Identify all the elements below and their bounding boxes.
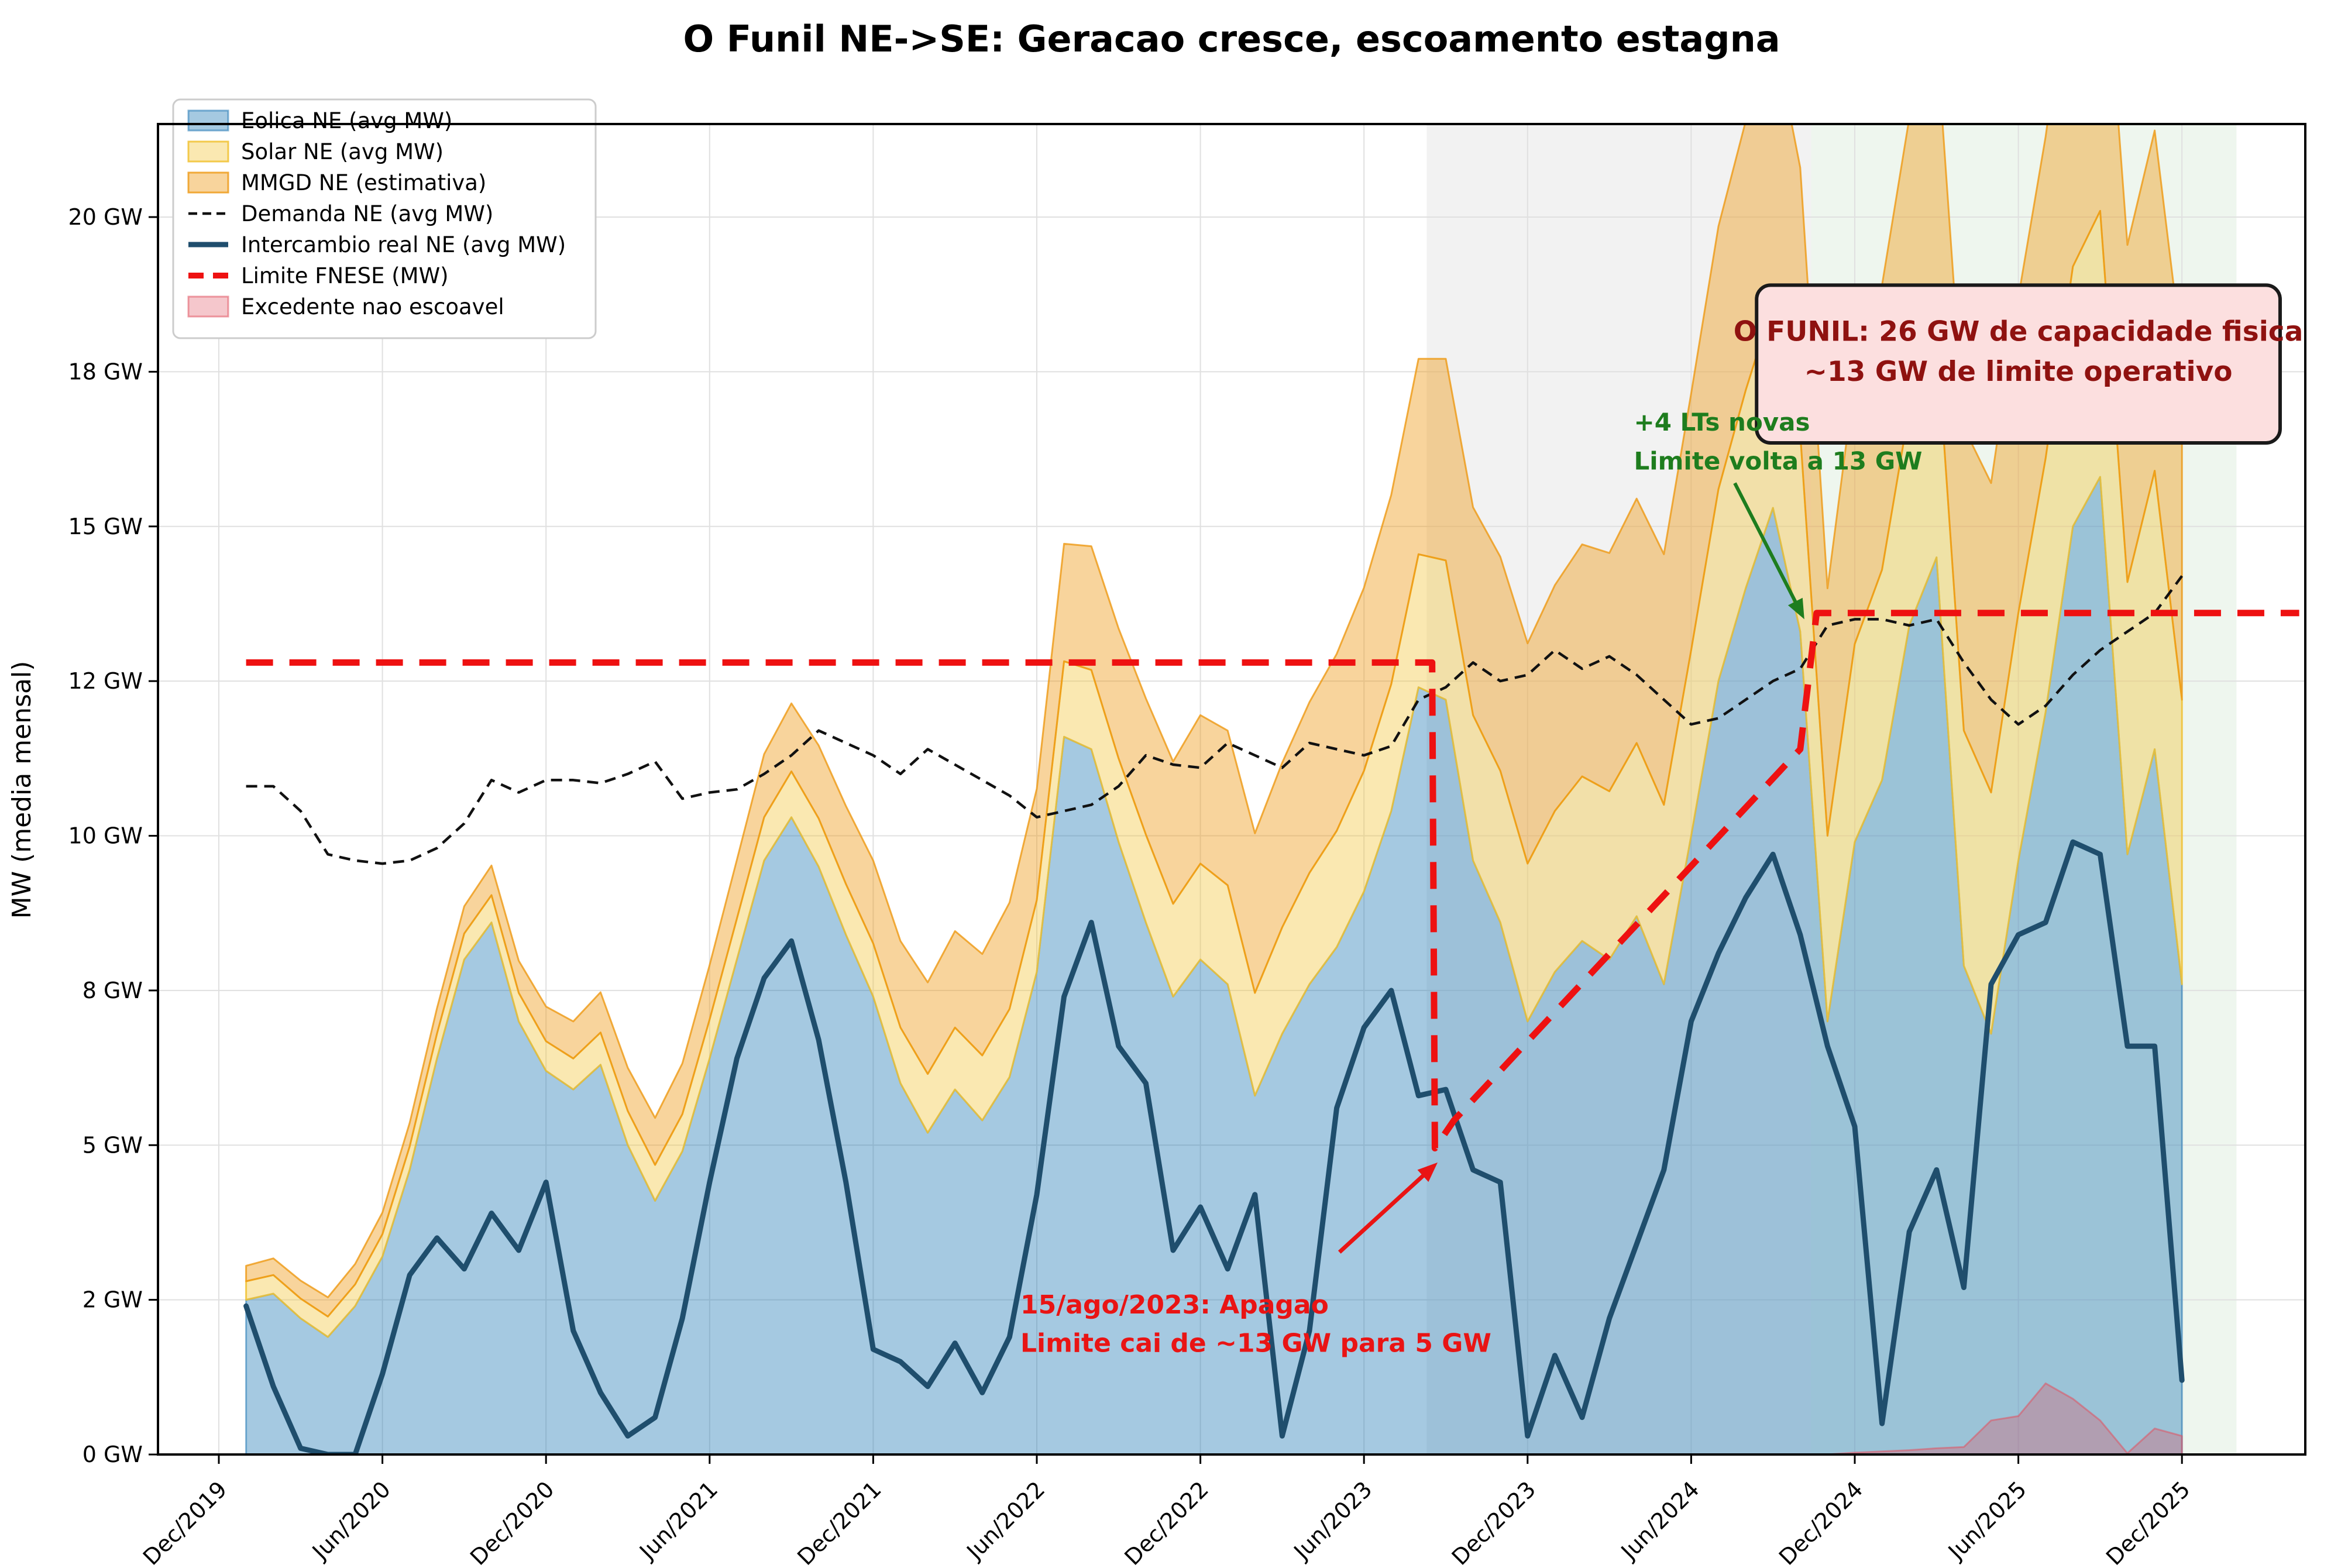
x-tick-label: Jun/2021 xyxy=(634,1476,723,1565)
annotation-funnel-line1: O FUNIL: 26 GW de capacidade fisica xyxy=(1734,316,2304,348)
x-tick-label: Jun/2024 xyxy=(1615,1476,1704,1565)
lts-arrow-shaft xyxy=(1733,482,1799,606)
x-tick-label: Dec/2024 xyxy=(1774,1476,1868,1568)
blackout-arrow-shaft xyxy=(1338,1172,1427,1254)
plot-area xyxy=(243,124,2299,1454)
legend-item: Solar NE (avg MW) xyxy=(187,139,444,164)
lts-arrow xyxy=(1733,482,1804,620)
legend-label: Eolica NE (avg MW) xyxy=(241,108,452,133)
legend-box xyxy=(172,98,597,339)
excedente-area xyxy=(245,1382,2183,1454)
y-tick-label: 18 GW xyxy=(68,359,143,384)
x-tick-label: Jun/2022 xyxy=(961,1476,1050,1565)
x-tick-label: Dec/2021 xyxy=(792,1476,886,1568)
demanda-line xyxy=(246,575,2184,865)
y-axis-label: MW (media mensal) xyxy=(7,661,37,919)
legend-label: Excedente nao escoavel xyxy=(241,294,504,319)
y-tick-label: 12 GW xyxy=(68,668,143,694)
legend-item: Excedente nao escoavel xyxy=(187,294,504,319)
legend-item: MMGD NE (estimativa) xyxy=(187,170,486,195)
limite-line xyxy=(246,610,2299,1151)
y-tick-label: 0 GW xyxy=(82,1442,143,1467)
legend-item: Demanda NE (avg MW) xyxy=(188,201,493,226)
ticks xyxy=(149,216,2183,1464)
legend-item: Intercambio real NE (avg MW) xyxy=(188,232,566,257)
funnel-annotation-box xyxy=(1755,283,2282,445)
legend-label: Demanda NE (avg MW) xyxy=(241,201,493,226)
chart-title: O Funil NE->SE: Geracao cresce, escoamen… xyxy=(683,18,1780,60)
intercambio-line xyxy=(243,839,2185,1454)
x-tick-label: Jun/2023 xyxy=(1288,1476,1377,1565)
y-tick-label: 15 GW xyxy=(68,514,143,539)
lts-arrow-head xyxy=(1787,597,1804,620)
y-tick-label: 20 GW xyxy=(68,204,143,230)
x-tick-label: Dec/2025 xyxy=(2101,1476,2195,1568)
axes-spines xyxy=(157,123,2306,1456)
y-tick-label: 2 GW xyxy=(82,1287,143,1313)
mmgd-legend-swatch xyxy=(187,171,229,194)
legend-label: Limite FNESE (MW) xyxy=(241,263,449,288)
x-tick-label: Jun/2025 xyxy=(1943,1476,2031,1565)
x-tick-label: Dec/2023 xyxy=(1447,1476,1541,1568)
blackout-arrow-head xyxy=(1417,1162,1438,1182)
legend-item: Eolica NE (avg MW) xyxy=(187,108,452,133)
annotation-lts-line2: Limite volta a 13 GW xyxy=(1634,447,1923,476)
mmgd-area xyxy=(245,124,2183,1318)
annotation-lts-line1: +4 LTs novas xyxy=(1634,408,1810,436)
annotation-blackout-line2: Limite cai de ~13 GW para 5 GW xyxy=(1020,1329,1491,1359)
legend-label: Solar NE (avg MW) xyxy=(241,139,444,164)
x-tick-label: Jun/2020 xyxy=(307,1476,396,1565)
legend-item: Limite FNESE (MW) xyxy=(188,263,449,288)
x-tick-label: Dec/2020 xyxy=(465,1476,559,1568)
y-tick-label: 10 GW xyxy=(68,823,143,849)
legend: Eolica NE (avg MW) Solar NE (avg MW) MMGD … xyxy=(172,98,597,339)
annotation-funnel-line2: ~13 GW de limite operativo xyxy=(1804,356,2233,388)
y-tick-label: 5 GW xyxy=(82,1132,143,1158)
blackout-arrow xyxy=(1338,1162,1438,1254)
x-tick-label: Dec/2019 xyxy=(138,1476,232,1568)
annotation-blackout-line1: 15/ago/2023: Apagao xyxy=(1020,1290,1329,1320)
legend-label: MMGD NE (estimativa) xyxy=(241,170,486,195)
apagao-period-band xyxy=(1426,124,1811,1454)
gridlines xyxy=(158,124,2305,1454)
y-tick-label: 8 GW xyxy=(82,978,143,1003)
solar-legend-swatch xyxy=(187,140,229,163)
x-tick-label: Dec/2022 xyxy=(1119,1476,1213,1568)
legend-label: Intercambio real NE (avg MW) xyxy=(241,232,566,257)
excedente-legend-swatch xyxy=(187,295,229,318)
eolica-legend-swatch xyxy=(187,109,229,132)
